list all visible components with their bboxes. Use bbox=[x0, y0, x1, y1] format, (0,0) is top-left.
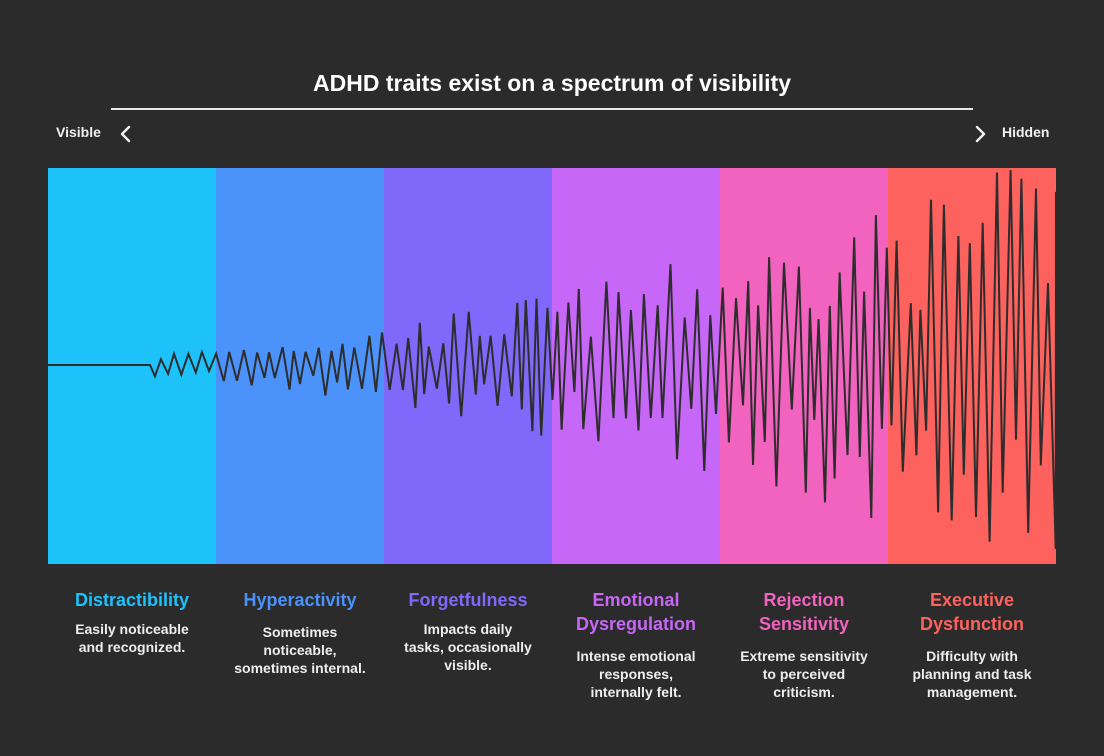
trait-forgetfulness: Forgetfulness Impacts daily tasks, occas… bbox=[384, 588, 552, 674]
trait-distractibility: Distractibility Easily noticeable and re… bbox=[48, 588, 216, 656]
trait-title: Forgetfulness bbox=[408, 590, 528, 610]
trait-title: Rejection Sensitivity bbox=[758, 590, 850, 634]
trait-title: Distractibility bbox=[74, 590, 190, 610]
trait-emotional-dysregulation: Emotional Dysregulation Intense emotiona… bbox=[552, 588, 720, 701]
trait-description: Intense emotional responses, internally … bbox=[576, 648, 696, 700]
trait-rejection-sensitivity: Rejection Sensitivity Extreme sensitivit… bbox=[720, 588, 888, 701]
trait-executive-dysfunction: Executive Dysfunction Difficulty with pl… bbox=[888, 588, 1056, 701]
page-title: ADHD traits exist on a spectrum of visib… bbox=[312, 70, 791, 96]
band-hyperactivity bbox=[216, 168, 384, 564]
band-rejection-sensitivity bbox=[720, 168, 888, 564]
trait-description: Easily noticeable and recognized. bbox=[75, 621, 189, 655]
signal-waveform bbox=[48, 170, 1056, 550]
trait-description: Difficulty with planning and task manage… bbox=[912, 648, 1032, 700]
trait-description: Impacts daily tasks, occasionally visibl… bbox=[404, 621, 532, 673]
waveform-line bbox=[48, 170, 1056, 550]
visible-label: Visible bbox=[56, 124, 101, 140]
hidden-label: Hidden bbox=[1002, 124, 1050, 140]
band-emotional-dysregulation bbox=[552, 168, 720, 564]
title-underline bbox=[111, 108, 973, 110]
trait-title: Executive Dysfunction bbox=[919, 590, 1024, 634]
chevron-left-icon bbox=[120, 125, 131, 143]
trait-hyperactivity: Hyperactivity Sometimes noticeable, some… bbox=[216, 588, 384, 677]
trait-description: Sometimes noticeable, sometimes internal… bbox=[234, 624, 366, 676]
trait-description: Extreme sensitivity to perceived critici… bbox=[740, 648, 868, 700]
trait-title: Hyperactivity bbox=[243, 590, 357, 610]
trait-title: Emotional Dysregulation bbox=[575, 590, 697, 634]
chevron-right-icon bbox=[975, 125, 986, 143]
